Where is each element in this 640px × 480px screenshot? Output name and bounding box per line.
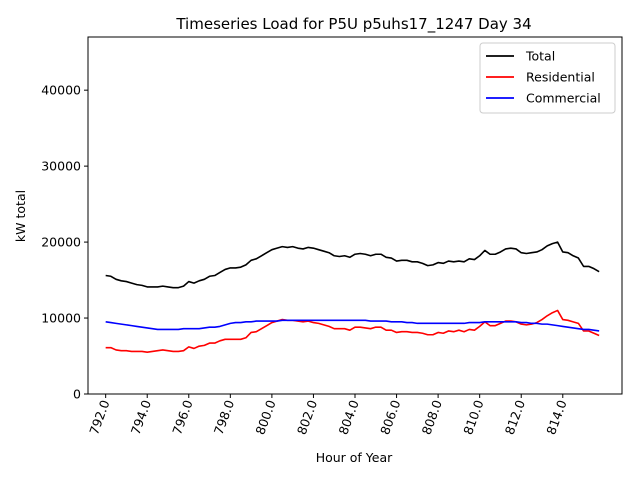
legend-box [479, 42, 616, 114]
y-tick-label: 10000 [41, 311, 81, 326]
y-tick-label: 30000 [41, 159, 81, 174]
legend-label-commercial: Commercial [526, 91, 601, 106]
y-tick-label: 0 [73, 387, 81, 402]
legend-label-total: Total [525, 49, 555, 64]
y-axis-label: kW total [13, 190, 28, 242]
series-line-commercial [105, 319, 600, 332]
x-axis-label: Hour of Year [316, 450, 393, 465]
series-line-total [105, 241, 600, 289]
legend: Total Residential Commercial [479, 42, 616, 114]
legend-label-residential: Residential [526, 70, 595, 85]
y-tick-label: 20000 [41, 235, 81, 250]
series-layer [105, 241, 600, 354]
y-tick-label: 40000 [41, 83, 81, 98]
chart-title: Timeseries Load for P5U p5uhs17_1247 Day… [175, 15, 531, 34]
